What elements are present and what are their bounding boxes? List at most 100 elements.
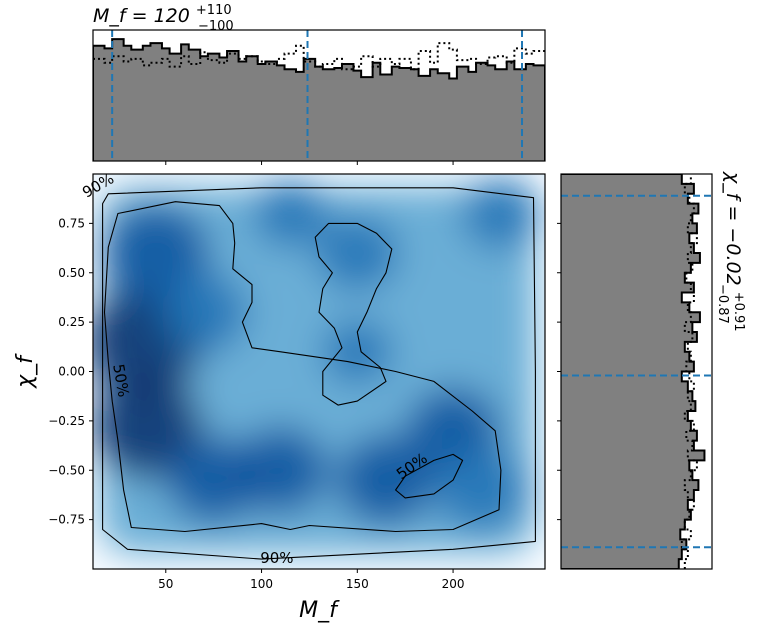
right-hist-bar: [561, 233, 690, 244]
top-hist-bar: [533, 65, 545, 161]
top-hist-bar: [93, 45, 105, 161]
right-hist-bar: [561, 371, 682, 382]
right-hist-bar: [561, 272, 685, 284]
right-hist-bar: [561, 391, 693, 402]
right-hist-bar: [561, 312, 700, 323]
contour-50-small: [395, 453, 464, 499]
top-hist-bar: [303, 58, 316, 161]
y-tick-label: 0.75: [58, 216, 85, 230]
right-posterior-step: [561, 174, 706, 569]
right-hist-bar: [561, 292, 682, 303]
top-hist-bar: [525, 64, 535, 161]
top-hist-bar: [380, 74, 393, 161]
top-hist-bar: [437, 73, 450, 161]
top-hist-bar: [257, 64, 266, 161]
top-title-base: M_f = 120: [93, 5, 190, 27]
right-marginal-histogram: χ_f = −0.02 +0.91 −0.87: [557, 171, 746, 570]
y-tick-label: 0.00: [58, 365, 85, 379]
contour-50-inner: [314, 222, 393, 406]
right-hist-bar: [561, 509, 691, 521]
right-hist-bar: [561, 341, 685, 353]
top-hist-bar: [334, 67, 343, 161]
top-hist-bar: [418, 75, 431, 161]
right-marginal-title: χ_f = −0.02 +0.91: [722, 171, 746, 332]
top-hist-bar: [227, 50, 240, 161]
right-hist-bar: [561, 460, 690, 471]
top-hist-bar: [238, 61, 247, 161]
right-hist-bar: [561, 203, 699, 214]
x-tick-label: 200: [442, 577, 465, 591]
x-tick-label: 150: [346, 577, 369, 591]
top-hist-bar: [449, 78, 458, 161]
right-hist-bar: [561, 332, 697, 343]
top-hist-bar: [207, 53, 220, 161]
top-hist-bar: [200, 56, 209, 161]
right-hist-bar: [561, 401, 696, 412]
right-hist-bar: [561, 361, 694, 372]
density-peak: [93, 374, 203, 479]
right-hist-bar: [561, 262, 691, 274]
density-peak: [436, 448, 528, 532]
top-hist-bar: [361, 77, 374, 161]
y-axis-label: χ_f: [13, 353, 38, 389]
contour-50-outer: [103, 201, 502, 533]
right-title-upper: +0.91: [731, 292, 746, 332]
right-hist-bar: [561, 490, 694, 501]
y-tick-label: −0.50: [48, 463, 85, 477]
top-hist-bar: [169, 53, 182, 161]
top-hist-bar: [112, 39, 125, 161]
density-peak: [461, 177, 540, 250]
right-hist-bar: [561, 282, 694, 293]
right-title-base: χ_f = −0.02: [722, 171, 744, 286]
top-hist-bar: [276, 65, 286, 161]
top-prior-step: [93, 42, 545, 71]
top-hist-bar: [161, 48, 171, 161]
right-hist-bar: [561, 480, 699, 491]
contour-90: [102, 187, 536, 560]
density-peak: [253, 179, 328, 248]
top-hist-bar: [150, 43, 163, 161]
top-hist-bar: [487, 65, 496, 161]
right-hist-bar: [561, 322, 693, 333]
right-hist-bar: [561, 183, 694, 195]
top-title-lower: −100: [198, 19, 234, 34]
right-hist-bar: [561, 351, 690, 363]
density-peak: [322, 319, 393, 384]
top-hist-bar: [315, 66, 324, 161]
right-hist-bar: [561, 411, 688, 422]
right-hist-bar: [561, 430, 697, 442]
top-hist-bar: [456, 66, 469, 161]
right-title-lower: −0.87: [715, 284, 730, 324]
right-hist-bar: [561, 499, 688, 511]
top-hist-bar: [353, 70, 362, 161]
right-hist-bar: [561, 519, 685, 530]
top-marginal-histogram: M_f = 120 +110 −100: [92, 3, 546, 165]
right-hist-bar: [561, 223, 697, 234]
y-tick-label: −0.25: [48, 414, 85, 428]
right-hist-bar: [561, 539, 687, 550]
top-hist-bar: [322, 69, 335, 161]
top-hist-bar: [372, 62, 381, 161]
top-hist-bar: [188, 49, 201, 161]
top-hist-bar: [391, 66, 400, 161]
top-hist-bar: [181, 44, 190, 161]
top-hist-bar: [430, 69, 439, 161]
top-hist-bar: [123, 45, 132, 161]
right-hist-bar: [561, 381, 688, 392]
right-hist-bar: [561, 549, 682, 560]
top-hist-bar: [219, 57, 228, 161]
right-hist-bar: [561, 450, 705, 461]
density-peak: [336, 434, 436, 527]
top-hist-bar: [131, 49, 144, 161]
right-hist-bar: [561, 213, 693, 224]
right-hist-bar: [561, 420, 691, 432]
right-prior-step: [680, 174, 698, 569]
top-marginal-title: M_f = 120 +110: [93, 3, 232, 27]
x-tick-label: 100: [250, 577, 273, 591]
top-hist-bar: [104, 48, 113, 161]
top-hist-bar: [506, 61, 515, 161]
top-title-upper: +110: [196, 3, 232, 18]
right-hist-bar: [561, 243, 694, 254]
x-tick-label: 50: [158, 577, 173, 591]
density-peak: [233, 426, 329, 515]
